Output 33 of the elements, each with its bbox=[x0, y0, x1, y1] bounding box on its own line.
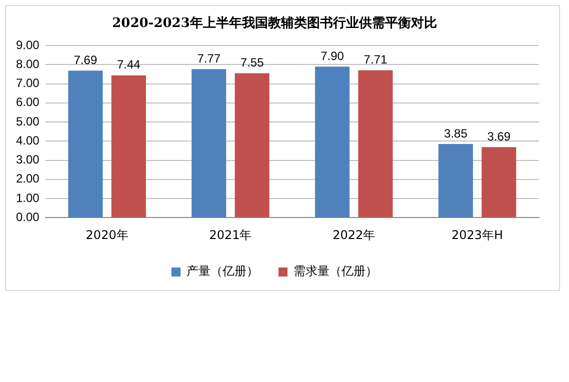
data-label: 7.77 bbox=[197, 51, 221, 66]
y-tick-label: 5.00 bbox=[16, 114, 40, 128]
data-label: 7.44 bbox=[116, 58, 141, 72]
y-tick-label: 4.00 bbox=[16, 133, 40, 148]
x-tick-label: 2020年 bbox=[86, 228, 128, 242]
legend-label: 产量（亿册） bbox=[186, 264, 258, 278]
chart-title: 2020-2023年上半年我国教辅类图书行业供需平衡对比 bbox=[112, 15, 437, 32]
bar bbox=[315, 66, 350, 218]
data-label: 3.69 bbox=[487, 129, 511, 144]
y-tick-label: 8.00 bbox=[16, 57, 40, 72]
bar bbox=[68, 70, 103, 218]
data-label: 7.55 bbox=[240, 56, 264, 70]
bar bbox=[234, 73, 270, 218]
x-tick-label: 2021年 bbox=[209, 228, 252, 242]
bar bbox=[192, 69, 226, 218]
bar bbox=[111, 75, 146, 218]
data-label: 7.90 bbox=[320, 48, 344, 63]
y-tick-label: 3.00 bbox=[16, 152, 40, 167]
data-label: 3.85 bbox=[444, 126, 468, 140]
x-tick-label: 2022年 bbox=[332, 228, 376, 242]
y-tick-label: 6.00 bbox=[16, 95, 40, 110]
data-label: 7.71 bbox=[364, 52, 388, 67]
bar bbox=[438, 144, 473, 218]
bar bbox=[358, 70, 393, 218]
y-tick-label: 0.00 bbox=[16, 210, 40, 224]
data-label: 7.69 bbox=[74, 52, 98, 67]
y-tick-label: 7.00 bbox=[16, 76, 40, 90]
legend-label: 需求量（亿册） bbox=[294, 264, 378, 278]
y-tick-label: 9.00 bbox=[16, 38, 40, 52]
y-tick-label: 2.00 bbox=[16, 172, 40, 186]
y-tick-label: 1.00 bbox=[16, 190, 40, 205]
bar bbox=[482, 147, 516, 218]
x-tick-label: 2023年H bbox=[452, 228, 504, 242]
